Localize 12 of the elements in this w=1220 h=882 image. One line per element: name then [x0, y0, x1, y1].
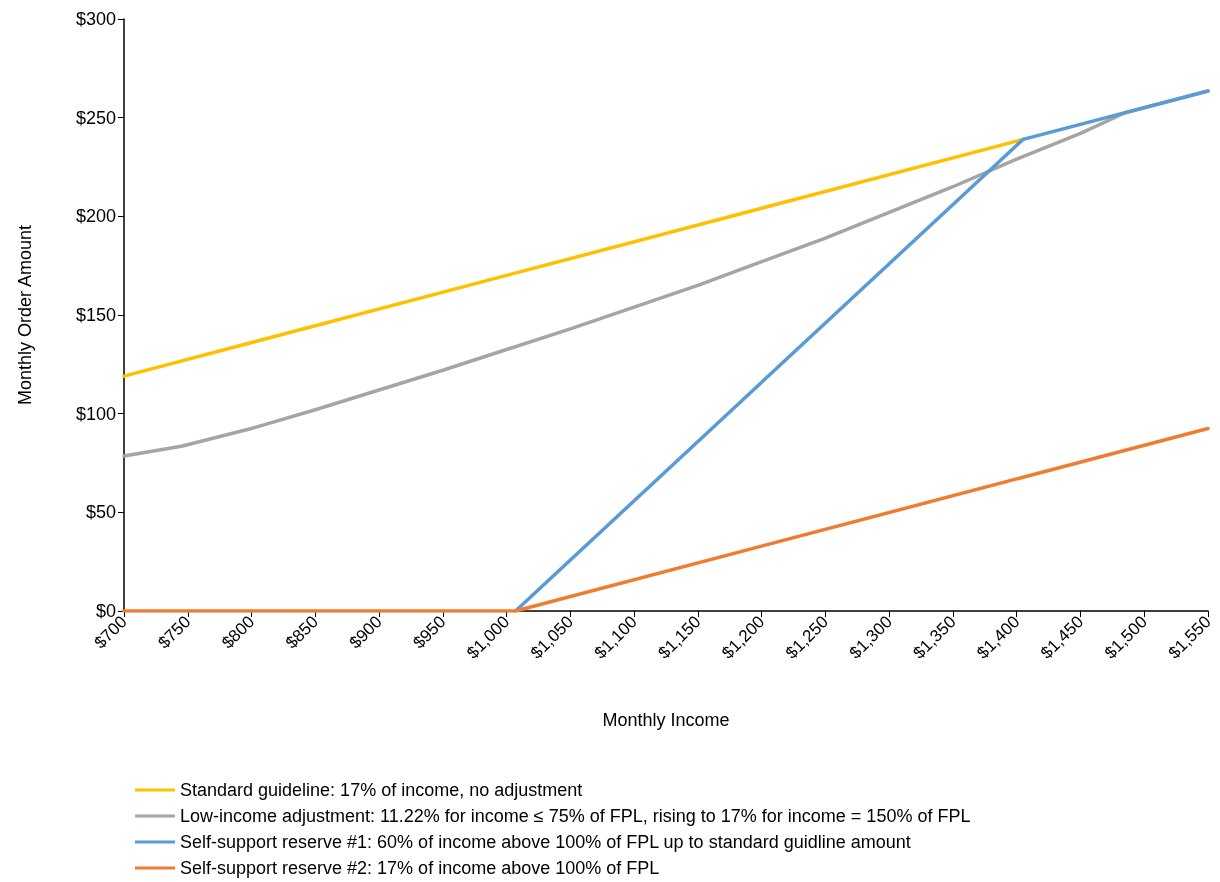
- y-tick-label: $50: [85, 502, 116, 523]
- y-axis-title: Monthly Order Amount: [15, 224, 35, 406]
- y-tick-label: $200: [75, 206, 116, 227]
- legend-label: Standard guideline: 17% of income, no adjustment: [180, 780, 583, 800]
- y-tick-label: $150: [75, 305, 116, 325]
- legend-label: Self-support reserve #2: 17% of income above 100% of FPL: [180, 858, 660, 878]
- y-tick-label: $100: [75, 403, 116, 424]
- x-axis-title: Monthly Income: [602, 710, 730, 730]
- y-tick-label: $300: [75, 9, 116, 29]
- legend-label: Self-support reserve #1: 60% of income above 100% of FPL up to standard guidline amount: [180, 832, 911, 852]
- legend-label: Low-income adjustment: 11.22% for income ≤ 75% of FPL, rising to 17% for income = 150% of FPL: [180, 806, 971, 826]
- y-tick-label: $250: [75, 107, 116, 128]
